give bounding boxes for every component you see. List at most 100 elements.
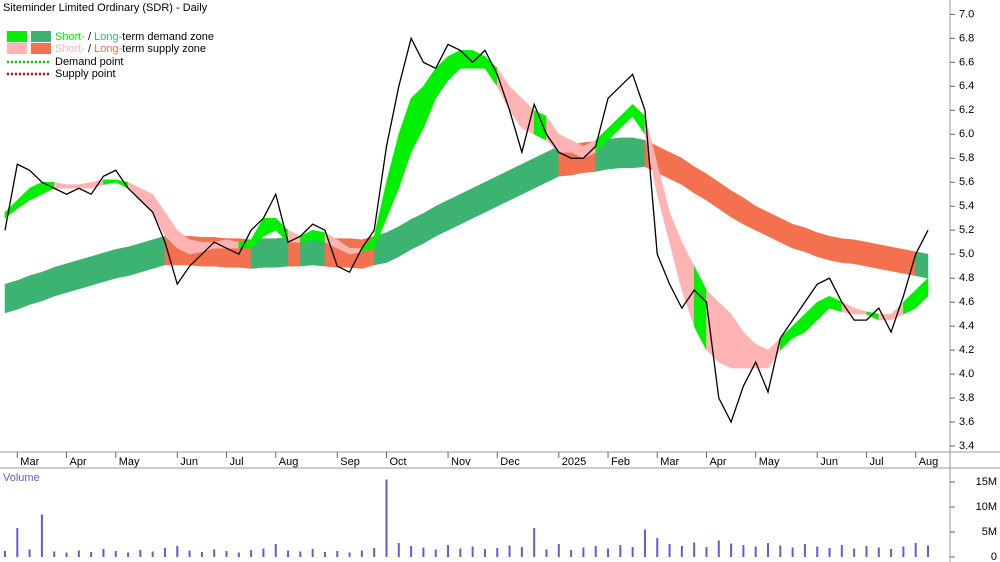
volume-bar: [557, 544, 560, 557]
x-tick-label: Mar: [660, 456, 679, 468]
short-zone: [558, 133, 572, 153]
price-line: [4, 36, 929, 424]
long-zone: [841, 238, 855, 265]
legend-swatch: [31, 31, 51, 42]
short-zone: [853, 307, 867, 315]
volume-bar: [287, 550, 290, 557]
long-zone: [447, 193, 461, 231]
long-zone: [127, 243, 141, 277]
volume-bar: [53, 551, 56, 557]
long-zone: [767, 211, 781, 243]
volume-bar: [434, 549, 437, 557]
y-tick-label: 7.0: [959, 8, 974, 20]
x-tick-label: Jun: [180, 456, 198, 468]
long-zone: [780, 217, 793, 249]
volume-bar: [533, 528, 536, 557]
long-zone: [915, 251, 929, 279]
volume-bar: [791, 547, 794, 557]
volume-bar: [570, 550, 573, 557]
volume-bar: [853, 548, 856, 557]
long-zone: [706, 173, 720, 210]
short-zone: [607, 115, 621, 141]
volume-bar: [680, 546, 683, 557]
x-tick-label: Sep: [340, 456, 360, 468]
short-zone: [743, 331, 756, 369]
volume-bar: [767, 543, 770, 557]
long-zone: [17, 275, 30, 310]
long-zone: [521, 157, 535, 195]
y-tick-label: 5.0: [959, 248, 974, 260]
short-zone: [718, 301, 732, 369]
short-zone: [447, 49, 461, 81]
long-zone: [152, 235, 166, 269]
legend-text: Long-: [94, 31, 122, 43]
volume-bar: [447, 545, 450, 557]
x-tick-label: Apr: [709, 456, 726, 468]
long-zone: [103, 249, 117, 283]
volume-bar: [373, 548, 376, 557]
short-zone: [903, 289, 916, 315]
short-zone: [730, 313, 744, 369]
y-tick-label: 5.2: [959, 224, 974, 236]
short-zone: [300, 229, 313, 243]
short-zone: [287, 229, 301, 243]
volume-bar: [643, 529, 646, 557]
volume-bar: [582, 547, 585, 557]
volume-bar: [385, 479, 388, 557]
long-zone: [78, 256, 92, 290]
short-zone: [189, 239, 203, 255]
short-zone: [90, 179, 104, 189]
short-zone: [398, 98, 412, 189]
volume-bar: [902, 546, 905, 557]
legend-text: Short-: [55, 31, 85, 43]
volume-bar: [299, 551, 302, 557]
legend-text: term supply zone: [122, 43, 206, 55]
short-zone: [115, 179, 129, 189]
y-tick-label: 5.4: [959, 200, 974, 212]
long-zone: [263, 238, 276, 268]
volume-bar: [471, 546, 474, 557]
legend-swatch: [7, 31, 27, 42]
volume-bar: [360, 550, 363, 557]
x-tick-label: May: [119, 456, 140, 468]
legend-text: Short-: [55, 43, 85, 55]
short-zone: [435, 55, 449, 100]
long-zone: [890, 246, 904, 274]
long-zone: [410, 213, 424, 250]
y-tick-label: 4.6: [959, 296, 974, 308]
volume-bar: [656, 538, 659, 557]
volume-bar: [545, 549, 548, 557]
volume-bar: [336, 551, 339, 557]
y-tick-label: 6.4: [959, 80, 974, 92]
long-zone: [853, 239, 867, 267]
volume-bar: [742, 545, 745, 557]
volume-bar: [262, 548, 265, 557]
x-tick-label: Jul: [230, 456, 244, 468]
volume-bar: [40, 514, 43, 557]
short-zone: [53, 181, 67, 189]
short-zone: [17, 187, 30, 210]
volume-bar: [188, 550, 191, 557]
volume-tick-label: 0: [991, 551, 997, 562]
volume-bar: [483, 549, 486, 557]
volume-bar: [730, 543, 733, 557]
long-zone: [755, 205, 769, 237]
short-zone: [620, 103, 633, 129]
long-zone: [620, 137, 633, 169]
short-zone: [78, 181, 92, 189]
volume-bar: [520, 547, 523, 557]
volume-bar: [927, 545, 929, 557]
volume-bar: [693, 542, 696, 557]
volume-bar: [754, 546, 757, 557]
volume-bar: [594, 546, 597, 557]
volume-bar: [139, 550, 142, 557]
volume-bar: [877, 547, 880, 557]
volume-bar: [348, 552, 351, 557]
chart-title: Siteminder Limited Ordinary (SDR) - Dail…: [3, 2, 208, 14]
short-zone: [546, 115, 560, 153]
short-zone: [386, 134, 400, 219]
volume-tick-label: 5M: [982, 526, 997, 538]
x-tick-label: Jul: [869, 456, 883, 468]
volume-bar: [914, 543, 917, 557]
